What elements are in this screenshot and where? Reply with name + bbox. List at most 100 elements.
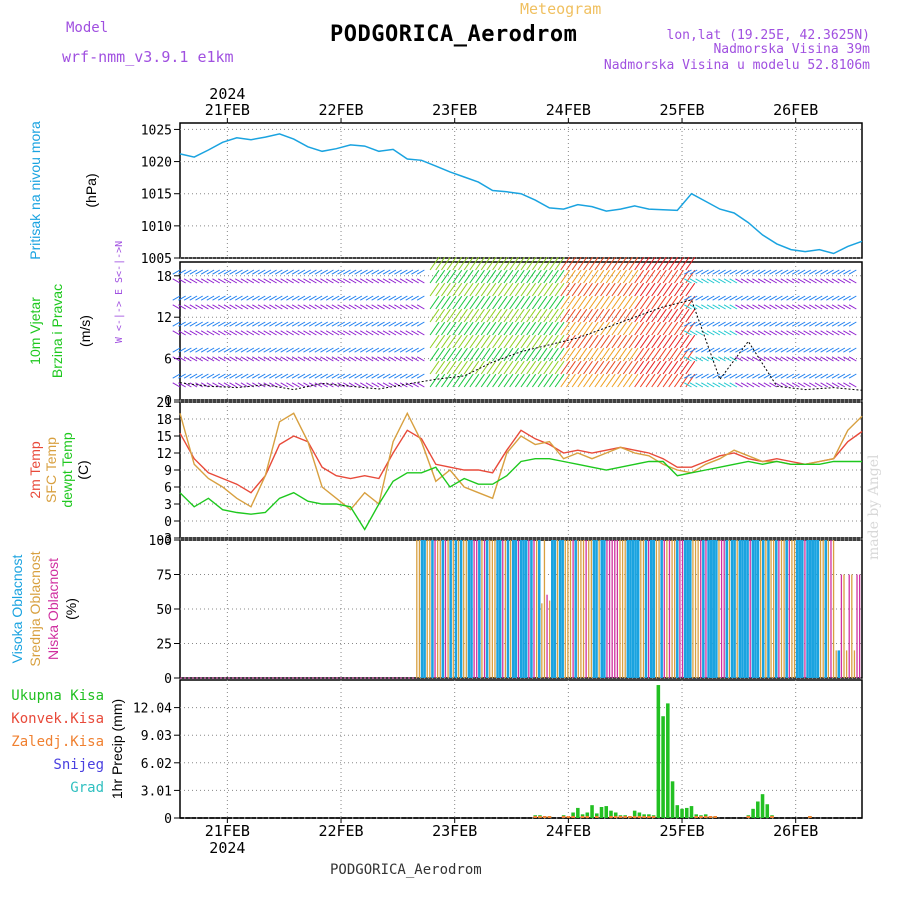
- wind-barb: [405, 321, 414, 327]
- wind-barb: [469, 334, 480, 349]
- wind-barb: [639, 334, 650, 349]
- wind-barb: [701, 269, 709, 275]
- wind-barb: [441, 321, 451, 336]
- wind-barb: [246, 347, 255, 353]
- cloud-ytick-label-3: 75: [156, 569, 172, 584]
- wind-barb: [780, 347, 789, 353]
- wind-barb: [320, 373, 329, 379]
- wind-barb: [416, 321, 425, 327]
- wind-barb: [763, 330, 772, 336]
- bottom-year-label: 2024: [209, 839, 245, 857]
- wind-barb: [689, 382, 698, 388]
- wind-barb: [712, 278, 721, 284]
- wind-barb: [446, 321, 457, 336]
- wind-barb: [531, 334, 542, 349]
- wind-barb: [588, 334, 599, 349]
- wind-barb: [257, 269, 266, 275]
- temperature-ylabel-group-3: (C): [75, 460, 91, 479]
- wind-barb: [325, 304, 334, 310]
- wind-barb: [780, 295, 789, 301]
- wind-barb: [342, 356, 351, 362]
- wind-barb: [531, 308, 542, 323]
- wind-barb: [549, 321, 559, 336]
- wind-barb: [274, 304, 283, 310]
- wind-barb: [634, 282, 645, 297]
- wind-barb: [571, 256, 582, 271]
- wind-barb: [520, 334, 531, 349]
- wind-barb: [701, 295, 709, 301]
- wind-barb: [662, 347, 673, 362]
- wind-barb: [774, 321, 783, 327]
- cloud-ylabel-group-2: Niska Oblacnost: [45, 558, 61, 660]
- wind-barb: [848, 321, 857, 327]
- wind-barb: [628, 347, 639, 362]
- wind-barb: [223, 269, 232, 275]
- wind-barb: [639, 308, 650, 323]
- wind-barb: [674, 308, 684, 323]
- wind-barb: [746, 295, 755, 301]
- wind-barb: [377, 321, 385, 327]
- wind-barb: [718, 321, 726, 327]
- wind-barb: [514, 295, 525, 310]
- wind-barb: [394, 356, 402, 362]
- wind-barb: [497, 347, 508, 362]
- wind-barb: [837, 321, 846, 327]
- precip-frz-bar: [647, 816, 651, 818]
- wind-barb: [571, 321, 582, 336]
- wind-barb: [497, 373, 508, 388]
- pressure-panel-frame: [179, 122, 863, 259]
- wind-barb: [200, 278, 209, 284]
- wind-barb: [314, 321, 323, 327]
- wind-barb: [503, 321, 514, 336]
- wind-barb: [780, 382, 789, 388]
- wind-barb: [600, 347, 610, 362]
- wind-barb: [486, 269, 497, 284]
- bottom-date-label-0: 21FEB: [205, 822, 250, 840]
- wind-barb: [588, 360, 599, 375]
- wind-barb: [723, 269, 732, 275]
- wind-barb: [435, 269, 446, 284]
- wind-barb: [588, 308, 599, 323]
- precip-bar: [576, 807, 580, 818]
- wind-barb: [183, 330, 192, 336]
- wind-barb: [217, 373, 226, 379]
- wind-barb: [331, 304, 340, 310]
- wind-barb: [651, 269, 662, 284]
- wind-barb: [303, 382, 311, 388]
- top-date-label-4: 25FEB: [659, 101, 704, 119]
- wind-barb: [492, 334, 502, 349]
- wind-barb: [611, 360, 622, 375]
- wind-barb: [458, 321, 468, 336]
- wind-barb: [786, 295, 795, 301]
- wind-barb: [826, 347, 834, 353]
- wind-barb: [594, 256, 605, 271]
- wind-barb: [365, 382, 374, 388]
- wind-barb: [554, 295, 565, 310]
- wind-barb: [371, 304, 380, 310]
- wind-barb: [320, 356, 329, 362]
- wind-barb: [566, 295, 576, 310]
- wind-barb: [549, 334, 559, 349]
- wind-barb: [223, 321, 232, 327]
- wind-barb: [286, 347, 294, 353]
- wind-barb: [234, 382, 243, 388]
- wind-barb: [639, 321, 650, 336]
- wind-barb: [183, 321, 192, 327]
- wind-barb: [774, 373, 783, 379]
- wind-barb: [252, 373, 260, 379]
- wind-barb: [729, 347, 738, 353]
- wind-barb: [645, 282, 656, 297]
- wind-barb: [286, 269, 294, 275]
- wind-barb: [480, 282, 491, 297]
- wind-compass-group: W <-|-> E S<-|->N: [114, 241, 125, 343]
- wind-barb: [195, 295, 203, 301]
- wind-barb: [617, 373, 627, 388]
- precip-frz-bar: [770, 816, 774, 818]
- wind-barb: [269, 356, 277, 362]
- temperature-ytick-label-0: -3: [156, 532, 172, 547]
- wind-barb: [416, 356, 425, 362]
- wind-barb: [668, 269, 679, 284]
- wind-barb: [683, 269, 692, 275]
- wind-barb: [600, 256, 610, 271]
- wind-barb: [803, 356, 812, 362]
